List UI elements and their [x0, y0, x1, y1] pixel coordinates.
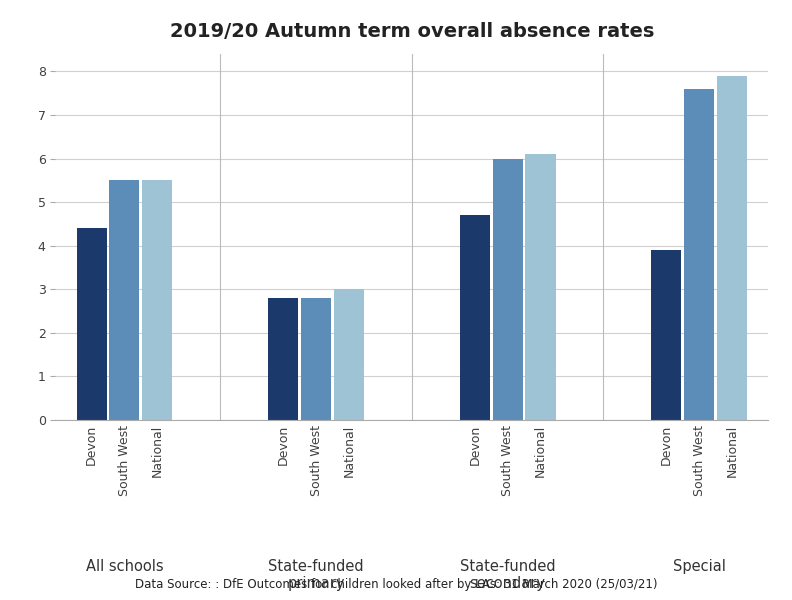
Bar — [77, 228, 107, 420]
Text: Data Source: : DfE Outcomes for children looked after by LAs: 31 March 2020 (25/: Data Source: : DfE Outcomes for children… — [135, 578, 657, 591]
Bar — [268, 298, 299, 420]
Bar — [333, 289, 364, 420]
Bar — [493, 158, 523, 420]
Bar — [684, 89, 714, 420]
Bar — [143, 181, 173, 420]
Text: All schools: All schools — [86, 559, 163, 574]
Text: State-funded
primary: State-funded primary — [268, 559, 364, 592]
Text: State-funded
secondary: State-funded secondary — [460, 559, 555, 592]
Title: 2019/20 Autumn term overall absence rates: 2019/20 Autumn term overall absence rate… — [169, 22, 654, 41]
Bar — [525, 154, 555, 420]
Bar — [717, 76, 747, 420]
Bar — [301, 298, 331, 420]
Bar — [109, 181, 139, 420]
Bar — [459, 215, 490, 420]
Bar — [651, 250, 681, 420]
Text: Special: Special — [673, 559, 725, 574]
